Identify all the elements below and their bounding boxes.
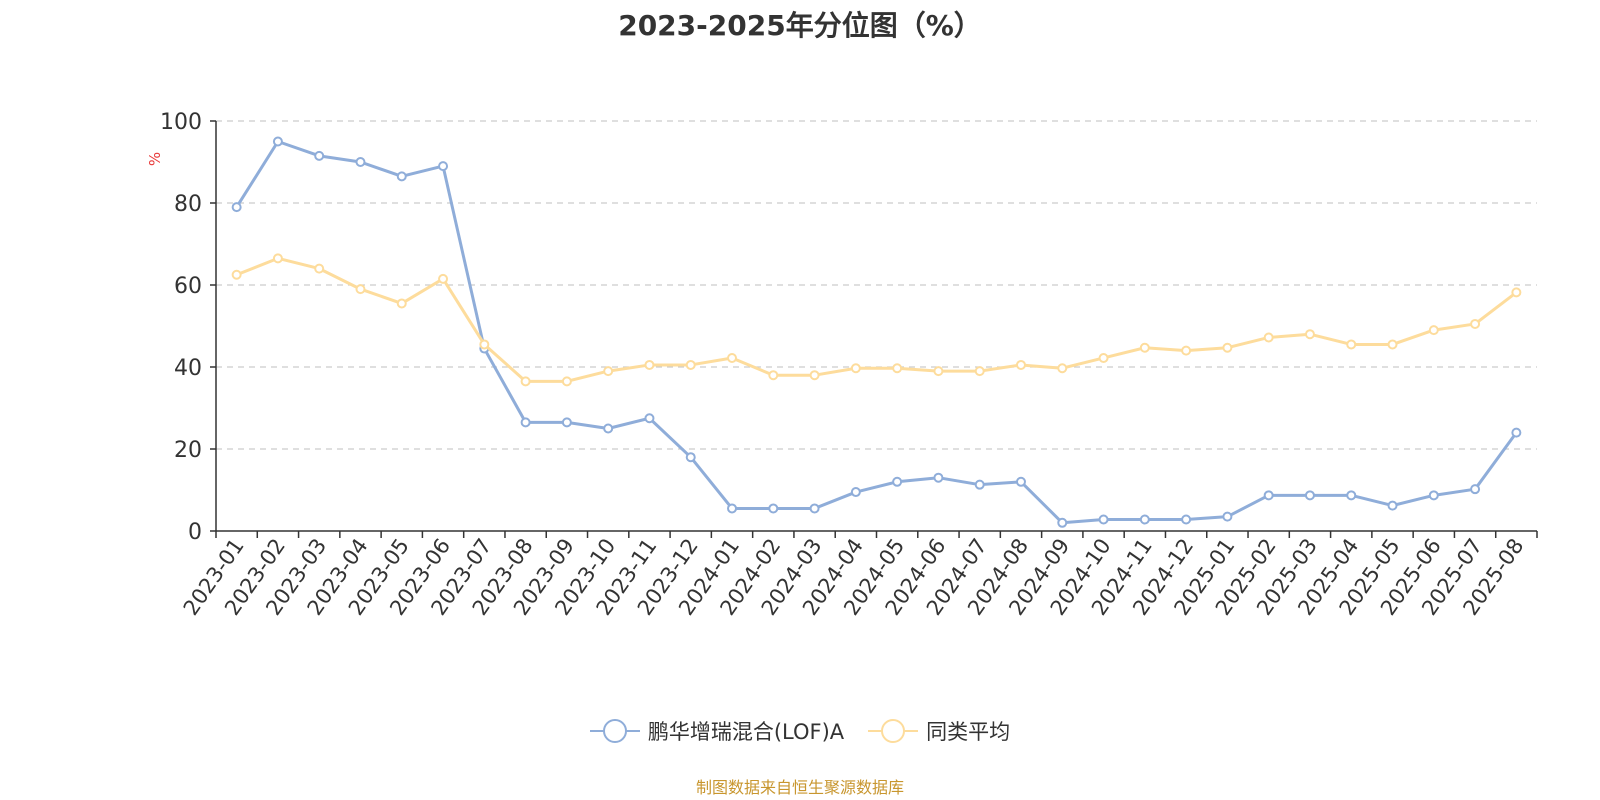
series-line — [235, 140, 1518, 525]
data-point[interactable] — [1387, 500, 1398, 511]
data-point[interactable] — [1511, 287, 1522, 298]
data-point[interactable] — [396, 171, 407, 182]
data-point[interactable] — [314, 150, 325, 161]
data-point[interactable] — [438, 161, 449, 172]
data-point[interactable] — [727, 352, 738, 363]
data-point[interactable] — [1139, 514, 1150, 525]
data-point[interactable] — [644, 413, 655, 424]
data-point[interactable] — [561, 376, 572, 387]
data-point[interactable] — [933, 472, 944, 483]
data-point[interactable] — [520, 417, 531, 428]
data-point[interactable] — [1346, 490, 1357, 501]
data-point[interactable] — [355, 157, 366, 167]
data-point[interactable] — [1139, 342, 1150, 353]
data-point[interactable] — [892, 476, 903, 487]
data-point[interactable] — [644, 359, 655, 370]
data-point[interactable] — [1098, 514, 1109, 525]
data-point[interactable] — [1057, 363, 1068, 374]
data-point[interactable] — [1015, 359, 1026, 370]
legend-label-series-1: 鹏华增瑞混合(LOF)A — [647, 720, 845, 744]
data-point[interactable] — [1428, 490, 1439, 501]
data-point[interactable] — [850, 487, 861, 498]
y-tick-label: 40 — [174, 356, 202, 381]
data-point[interactable] — [1263, 490, 1274, 501]
data-point[interactable] — [933, 366, 944, 377]
data-point[interactable] — [272, 253, 283, 264]
data-point[interactable] — [396, 298, 407, 309]
series-1 — [231, 136, 1522, 528]
data-point[interactable] — [974, 366, 985, 377]
data-point[interactable] — [355, 284, 366, 295]
axes: 0204060801002023-012023-022023-032023-04… — [160, 110, 1538, 620]
y-tick-label: 80 — [174, 192, 202, 217]
data-point[interactable] — [809, 503, 820, 514]
data-point[interactable] — [1511, 427, 1522, 438]
data-point[interactable] — [1181, 345, 1192, 356]
data-point[interactable] — [685, 452, 696, 463]
data-point[interactable] — [768, 503, 779, 514]
chart-title: 2023-2025年分位图（%） — [618, 9, 982, 42]
y-tick-label: 20 — [174, 438, 202, 463]
data-point[interactable] — [1057, 517, 1068, 528]
data-point[interactable] — [438, 273, 449, 284]
series-lines — [231, 136, 1522, 528]
legend-marker-series-1 — [589, 719, 640, 743]
data-point[interactable] — [809, 370, 820, 381]
data-point[interactable] — [520, 376, 531, 387]
data-point[interactable] — [727, 503, 738, 514]
legend-item-series-1[interactable]: 鹏华增瑞混合(LOF)A — [589, 716, 845, 746]
data-point[interactable] — [768, 370, 779, 381]
legend-item-series-2[interactable]: 同类平均 — [868, 716, 1010, 746]
data-point[interactable] — [231, 202, 242, 213]
legend: 鹏华增瑞混合(LOF)A 同类平均 — [0, 716, 1600, 746]
data-point[interactable] — [314, 263, 325, 274]
data-point[interactable] — [850, 363, 861, 374]
data-point[interactable] — [1181, 514, 1192, 525]
data-point[interactable] — [1470, 484, 1481, 495]
data-point[interactable] — [1428, 325, 1439, 336]
data-point[interactable] — [685, 359, 696, 370]
data-point[interactable] — [1222, 511, 1233, 522]
y-tick-label: 100 — [160, 110, 202, 135]
data-point[interactable] — [1098, 352, 1109, 363]
data-point[interactable] — [1015, 476, 1026, 487]
series-2 — [231, 253, 1522, 387]
legend-marker-series-2 — [868, 719, 919, 743]
data-point[interactable] — [1304, 329, 1315, 340]
data-point[interactable] — [892, 363, 903, 374]
legend-label-series-2: 同类平均 — [926, 720, 1011, 744]
grid-lines — [216, 120, 1537, 450]
y-tick-label: 60 — [174, 274, 202, 299]
data-point[interactable] — [1222, 342, 1233, 353]
y-axis-label: % — [146, 152, 164, 166]
data-point[interactable] — [231, 269, 242, 280]
data-point[interactable] — [561, 417, 572, 428]
data-point[interactable] — [1387, 339, 1398, 350]
data-point[interactable] — [1304, 490, 1315, 501]
data-point[interactable] — [479, 339, 490, 350]
data-point[interactable] — [1263, 332, 1274, 343]
series-line — [235, 256, 1518, 383]
data-point[interactable] — [974, 479, 985, 490]
source-note: 制图数据来自恒生聚源数据库 — [695, 778, 904, 797]
data-point[interactable] — [1470, 318, 1481, 329]
y-tick-label: 0 — [188, 520, 202, 545]
data-point[interactable] — [272, 136, 283, 147]
data-point[interactable] — [603, 423, 614, 434]
data-point[interactable] — [1346, 339, 1357, 350]
data-point[interactable] — [603, 366, 614, 377]
